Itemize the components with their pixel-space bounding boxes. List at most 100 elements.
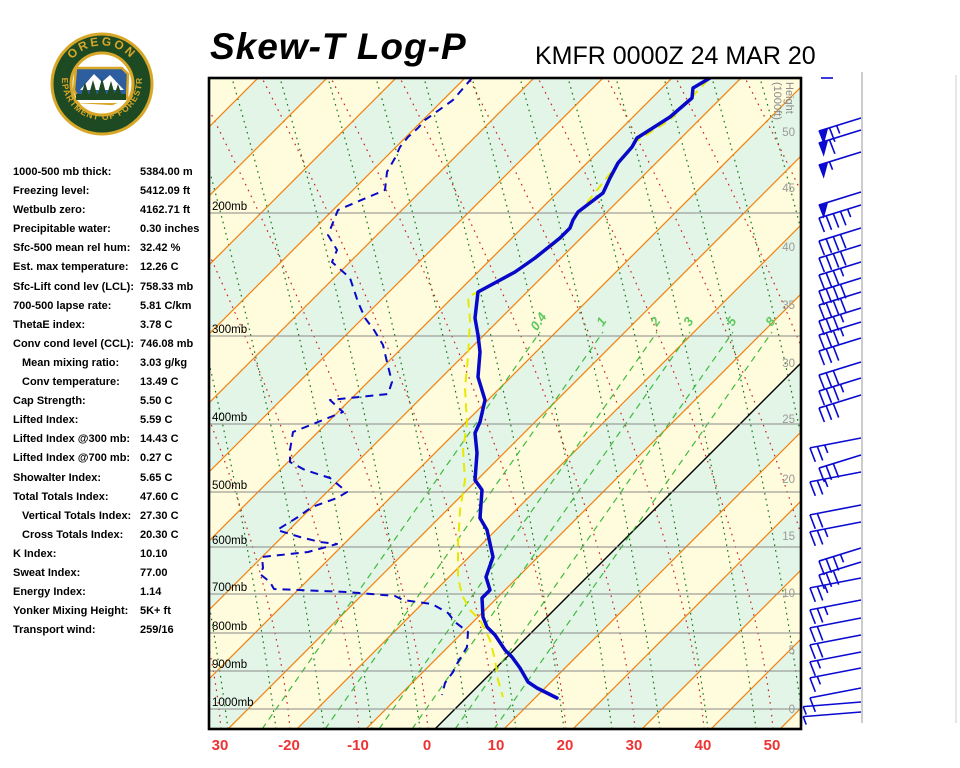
wind-barb (818, 307, 862, 336)
stat-row: Sfc-Lift cond lev (LCL): 758.33 mb (13, 281, 209, 300)
zero-isotherm (435, 363, 800, 728)
stat-value: 14.43 C (140, 433, 179, 446)
stat-row: Est. max temperature: 12.26 C (13, 261, 209, 280)
temp-tick-label: -20 (278, 737, 300, 754)
stat-value: 5.59 C (140, 414, 173, 427)
stat-value: 5.81 C/km (140, 299, 192, 312)
stat-label: Vertical Totals Index: (22, 509, 132, 522)
temp-tick-label: 50 (764, 737, 781, 754)
temp-tick-label: 30 (212, 737, 229, 754)
pressure-label: 600mb (212, 535, 247, 547)
temp-band (0, 78, 51, 729)
moist-adiabat (0, 78, 152, 729)
height-tick-label: 20 (782, 474, 795, 486)
wind-barb (809, 504, 862, 530)
chart-border (207, 76, 803, 731)
stat-value: 10.10 (140, 547, 168, 560)
height-axis-title: Height(1000ft) (771, 82, 795, 120)
stat-row: Wetbulb zero: 4162.71 ft (13, 204, 209, 223)
station-datetime: KMFR 0000Z 24 MAR 20 (535, 42, 816, 70)
wind-barb (802, 711, 862, 725)
pressure-label: 200mb (212, 201, 247, 213)
pressure-label: 700mb (212, 582, 247, 594)
stat-label: Mean mixing ratio: (22, 356, 120, 369)
isotherm (210, 79, 327, 196)
stat-label: Sweat Index: (13, 566, 81, 579)
wind-barb (818, 377, 862, 406)
stat-value: 5.65 C (140, 471, 173, 484)
stat-label: Transport wind: (13, 624, 96, 637)
temp-band (0, 78, 120, 729)
stat-value: 27.30 C (140, 509, 179, 522)
isotherm (210, 79, 534, 403)
dry-adiabat (856, 78, 960, 729)
height-tick-label: 15 (782, 531, 795, 543)
height-tick-label: 30 (782, 358, 795, 370)
wind-barb (818, 394, 862, 423)
stat-label: Conv cond level (CCL): (13, 337, 135, 350)
stat-value: 259/16 (140, 624, 174, 637)
temp-tick-label: 30 (626, 737, 643, 754)
wind-barb (818, 244, 862, 273)
isotherm (780, 708, 800, 728)
dry-adiabat (808, 78, 948, 729)
stat-value: 5.50 C (140, 395, 173, 408)
stat-row: K Index: 10.10 (13, 548, 209, 567)
stat-value: 5K+ ft (140, 605, 171, 618)
pressure-label: 1000mb (212, 697, 254, 709)
height-tick-label: 35 (782, 300, 795, 312)
dry-adiabat (210, 606, 229, 728)
mixing-ratio-line (455, 331, 734, 728)
mixing-ratio-line (262, 331, 541, 728)
stat-label: Cross Totals Index: (22, 528, 124, 541)
wind-barb (809, 577, 862, 603)
stat-value: 0.27 C (140, 452, 173, 465)
height-tick-label: 40 (782, 242, 795, 254)
wind-barb (818, 337, 862, 366)
stat-label: Est. max temperature: (13, 261, 129, 274)
stat-row: Transport wind: 259/16 (13, 624, 209, 643)
stat-value: 5412.09 ft (140, 185, 191, 198)
stat-value: 12.26 C (140, 261, 179, 274)
temp-band (210, 88, 800, 728)
stat-label: Wetbulb zero: (13, 204, 86, 217)
wind-barb (809, 437, 862, 463)
isotherm (0, 78, 51, 729)
stat-label: Sfc-Lift cond lev (LCL): (13, 280, 134, 293)
wind-barb (818, 547, 862, 576)
stat-row: Conv temperature: 13.49 C (13, 376, 209, 395)
wind-barb (809, 667, 862, 693)
stat-label: Showalter Index: (13, 471, 102, 484)
sounding-indices-panel: 1000-500 mb thick: 5384.00 m Freezing leve… (13, 166, 209, 643)
wind-barb (809, 599, 862, 625)
mixing-ratio-line (325, 331, 604, 728)
height-tick-label: 0 (789, 704, 795, 716)
height-tick-label: 10 (782, 588, 795, 600)
temp-band (0, 78, 189, 729)
stat-value: 32.42 % (140, 242, 181, 255)
wind-barb (818, 191, 862, 219)
pressure-label: 900mb (212, 659, 247, 671)
isotherm (366, 294, 800, 728)
isotherm (210, 79, 465, 334)
wind-barb (818, 117, 862, 145)
wind-barb (818, 129, 862, 157)
stat-row: Vertical Totals Index: 27.30 C (13, 510, 209, 529)
dewpoint-trace (259, 79, 473, 696)
pressure-label: 800mb (212, 621, 247, 633)
stat-row: Lifted Index @700 mb: 0.27 C (13, 452, 209, 471)
plot-area: 0.4 1 2 3 5 8 (0, 78, 960, 729)
wind-barb (809, 634, 862, 660)
wind-barb (802, 701, 862, 715)
stat-value: 1.14 (140, 586, 162, 599)
stat-row: Sfc-500 mean rel hum: 32.42 % (13, 242, 209, 261)
height-tick-label: 25 (782, 414, 795, 426)
stat-label: Yonker Mixing Height: (13, 605, 129, 618)
stat-row: 700-500 lapse rate: 5.81 C/km (13, 300, 209, 319)
stat-row: 1000-500 mb thick: 5384.00 m (13, 166, 209, 185)
dry-adiabat (904, 78, 960, 729)
isotherm (504, 432, 800, 728)
pressure-label: 400mb (212, 412, 247, 424)
wind-barb (818, 277, 862, 306)
